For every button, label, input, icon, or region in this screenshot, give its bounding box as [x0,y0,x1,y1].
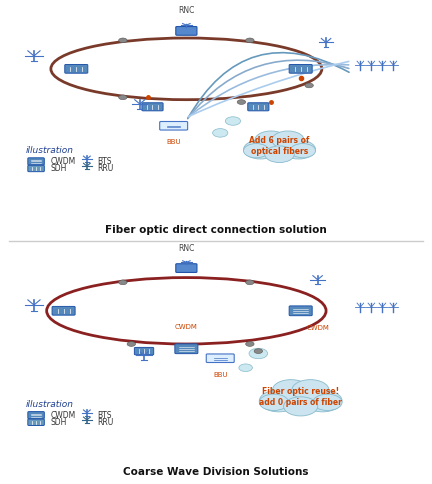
FancyBboxPatch shape [176,264,197,272]
Circle shape [256,133,303,159]
Circle shape [119,38,127,43]
Circle shape [282,140,315,159]
Circle shape [255,131,287,149]
FancyBboxPatch shape [134,348,154,355]
Circle shape [265,146,294,163]
Circle shape [259,394,289,410]
Circle shape [239,364,252,372]
Text: SDH: SDH [51,418,67,427]
Text: illustration: illustration [25,147,73,155]
Circle shape [119,95,127,100]
Text: BTS: BTS [98,410,112,420]
FancyBboxPatch shape [28,158,44,165]
FancyBboxPatch shape [160,121,187,130]
Circle shape [237,100,246,105]
Text: RRU: RRU [98,418,114,427]
Text: RNC: RNC [178,243,194,253]
FancyBboxPatch shape [28,411,44,419]
Circle shape [290,144,315,158]
Circle shape [249,348,268,359]
Text: BBU: BBU [213,373,228,378]
FancyBboxPatch shape [28,419,44,425]
Circle shape [292,379,329,400]
Text: CWDM: CWDM [51,410,76,420]
FancyBboxPatch shape [289,306,312,316]
Circle shape [244,144,269,158]
Circle shape [119,280,127,285]
Circle shape [226,117,241,125]
Circle shape [303,390,342,412]
Circle shape [254,349,263,353]
Circle shape [244,140,277,159]
Text: CWDM: CWDM [51,157,76,166]
Circle shape [127,342,136,347]
Text: RRU: RRU [98,164,114,173]
FancyBboxPatch shape [142,103,163,111]
Text: Fiber optic reuse!
add 0 pairs of fiber: Fiber optic reuse! add 0 pairs of fiber [259,387,342,407]
Circle shape [272,131,304,149]
Text: SDH: SDH [51,164,67,173]
Circle shape [259,390,298,412]
Text: CWDM: CWDM [306,325,329,331]
Circle shape [213,129,228,137]
Circle shape [313,394,342,410]
FancyBboxPatch shape [52,306,75,315]
Circle shape [273,379,309,400]
Circle shape [246,38,254,43]
Text: BBU: BBU [166,139,181,145]
Text: RNC: RNC [178,6,194,15]
Text: Fiber optic direct connection solution: Fiber optic direct connection solution [105,225,327,235]
Circle shape [246,280,254,285]
FancyBboxPatch shape [65,64,88,73]
Text: Coarse Wave Division Solutions: Coarse Wave Division Solutions [123,467,309,477]
Circle shape [246,342,254,347]
Circle shape [305,83,313,88]
FancyBboxPatch shape [248,103,269,111]
Text: BTS: BTS [98,157,112,166]
Text: Add 6 pairs of
optical fibers: Add 6 pairs of optical fibers [249,136,310,156]
FancyBboxPatch shape [206,354,234,363]
FancyBboxPatch shape [289,64,312,73]
Circle shape [284,397,318,416]
Text: CWDM: CWDM [175,324,198,330]
Text: illustration: illustration [25,400,73,409]
FancyBboxPatch shape [175,344,198,354]
Circle shape [274,382,327,412]
FancyBboxPatch shape [176,27,197,35]
FancyBboxPatch shape [28,165,44,172]
